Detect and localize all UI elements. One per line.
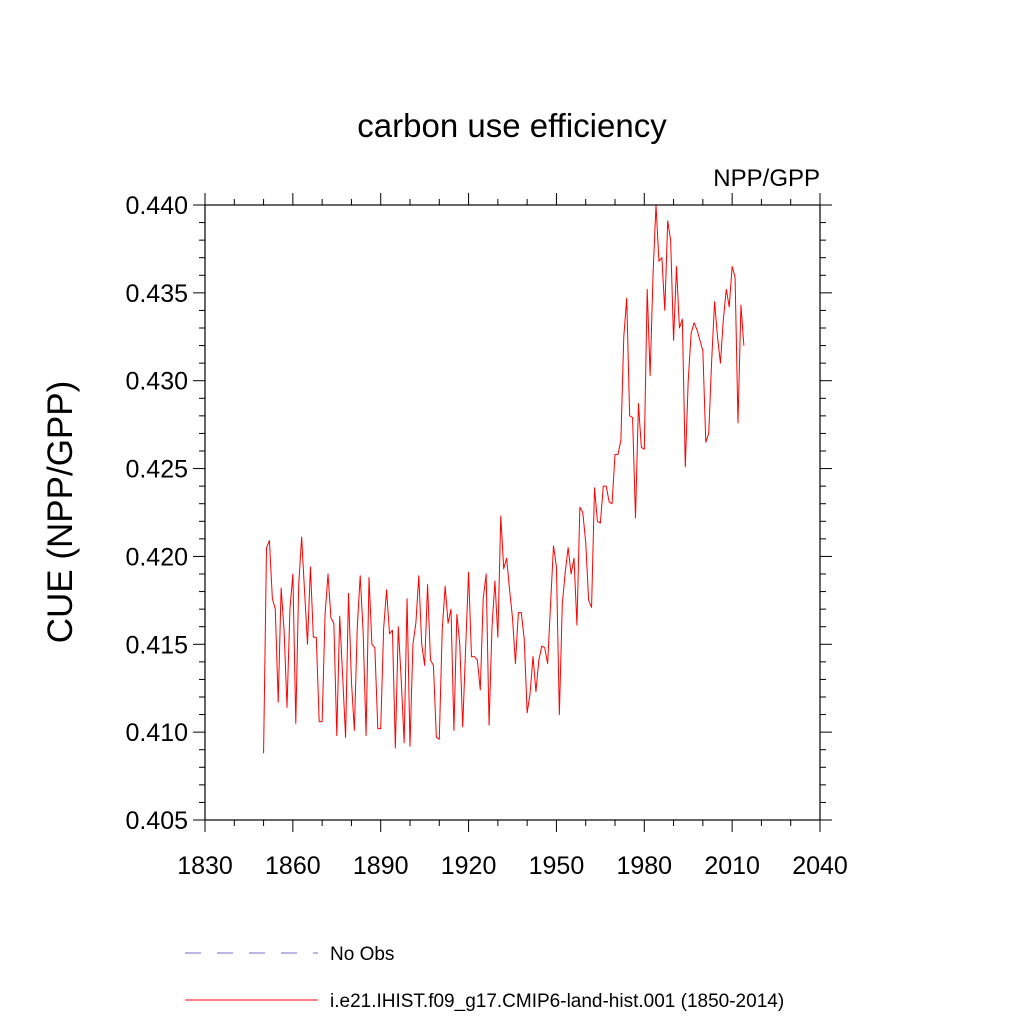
y-tick-label: 0.405 <box>125 807 188 835</box>
chart-subtitle: NPP/GPP <box>713 165 820 192</box>
y-tick-label: 0.410 <box>125 719 188 747</box>
x-tick-label: 2010 <box>704 852 760 880</box>
y-tick-label: 0.425 <box>125 456 188 484</box>
y-tick-label: 0.420 <box>125 543 188 571</box>
y-axis-label: CUE (NPP/GPP) <box>41 381 80 644</box>
series-lines <box>263 204 745 754</box>
series-line-1 <box>263 204 745 754</box>
y-tick-label: 0.415 <box>125 631 188 659</box>
x-tick-label: 1830 <box>177 852 233 880</box>
x-tick-label: 1890 <box>353 852 409 880</box>
y-tick-label: 0.430 <box>125 368 188 396</box>
chart-title: carbon use efficiency <box>357 107 667 144</box>
x-tick-label: 2040 <box>792 852 848 880</box>
legend-label-no-obs: No Obs <box>330 944 394 965</box>
x-tick-label: 1920 <box>441 852 497 880</box>
y-tick-label: 0.440 <box>125 192 188 220</box>
legend-label-model-run: i.e21.IHIST.f09_g17.CMIP6-land-hist.001 … <box>330 991 784 1012</box>
x-tick-label: 1950 <box>529 852 585 880</box>
plot-frame <box>204 204 821 821</box>
legend: No Obs i.e21.IHIST.f09_g17.CMIP6-land-hi… <box>185 944 784 1012</box>
axis-ticks: 0.405 0.410 0.415 0.420 0.425 0.430 0.435 0.440… <box>125 192 847 880</box>
y-tick-label: 0.435 <box>125 280 188 308</box>
x-tick-label: 1980 <box>616 852 672 880</box>
x-tick-label: 1860 <box>265 852 321 880</box>
